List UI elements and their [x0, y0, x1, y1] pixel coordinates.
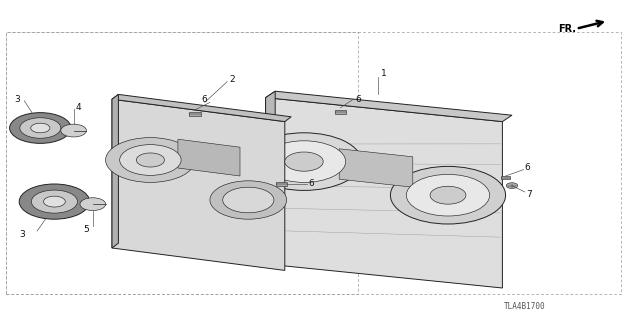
Circle shape: [61, 124, 86, 137]
Circle shape: [430, 186, 466, 204]
Text: 6: 6: [356, 95, 362, 104]
Text: 2: 2: [229, 76, 235, 84]
Text: 4: 4: [76, 103, 81, 112]
Polygon shape: [266, 98, 502, 288]
FancyBboxPatch shape: [335, 110, 346, 114]
Circle shape: [10, 113, 71, 143]
Text: 7: 7: [526, 190, 532, 199]
Circle shape: [506, 183, 518, 188]
Circle shape: [390, 166, 506, 224]
Polygon shape: [266, 91, 512, 122]
Polygon shape: [112, 99, 285, 270]
Circle shape: [246, 133, 362, 190]
Circle shape: [31, 123, 50, 133]
FancyBboxPatch shape: [276, 182, 287, 186]
Circle shape: [80, 198, 106, 211]
Circle shape: [44, 196, 65, 207]
Bar: [6, 32, 358, 294]
Polygon shape: [339, 149, 413, 187]
Polygon shape: [266, 91, 275, 264]
Circle shape: [285, 152, 323, 171]
Text: 6: 6: [525, 163, 531, 172]
FancyBboxPatch shape: [189, 112, 201, 116]
Bar: [6, 32, 621, 294]
Polygon shape: [178, 139, 240, 176]
Circle shape: [406, 174, 490, 216]
Circle shape: [120, 145, 181, 175]
Circle shape: [31, 190, 77, 213]
Text: TLA4B1700: TLA4B1700: [504, 302, 546, 311]
Text: 3: 3: [14, 95, 20, 104]
Text: 3: 3: [19, 230, 25, 239]
Polygon shape: [112, 94, 291, 122]
Circle shape: [262, 141, 346, 182]
Polygon shape: [112, 94, 118, 248]
Circle shape: [19, 184, 90, 219]
Text: 5: 5: [83, 225, 89, 234]
Circle shape: [136, 153, 164, 167]
Circle shape: [223, 187, 274, 213]
Text: 6: 6: [202, 95, 207, 104]
FancyBboxPatch shape: [501, 176, 511, 179]
Circle shape: [106, 138, 195, 182]
Circle shape: [210, 181, 287, 219]
Text: 6: 6: [308, 180, 314, 188]
Text: 1: 1: [381, 69, 387, 78]
Circle shape: [20, 118, 61, 138]
Text: FR.: FR.: [558, 24, 576, 34]
